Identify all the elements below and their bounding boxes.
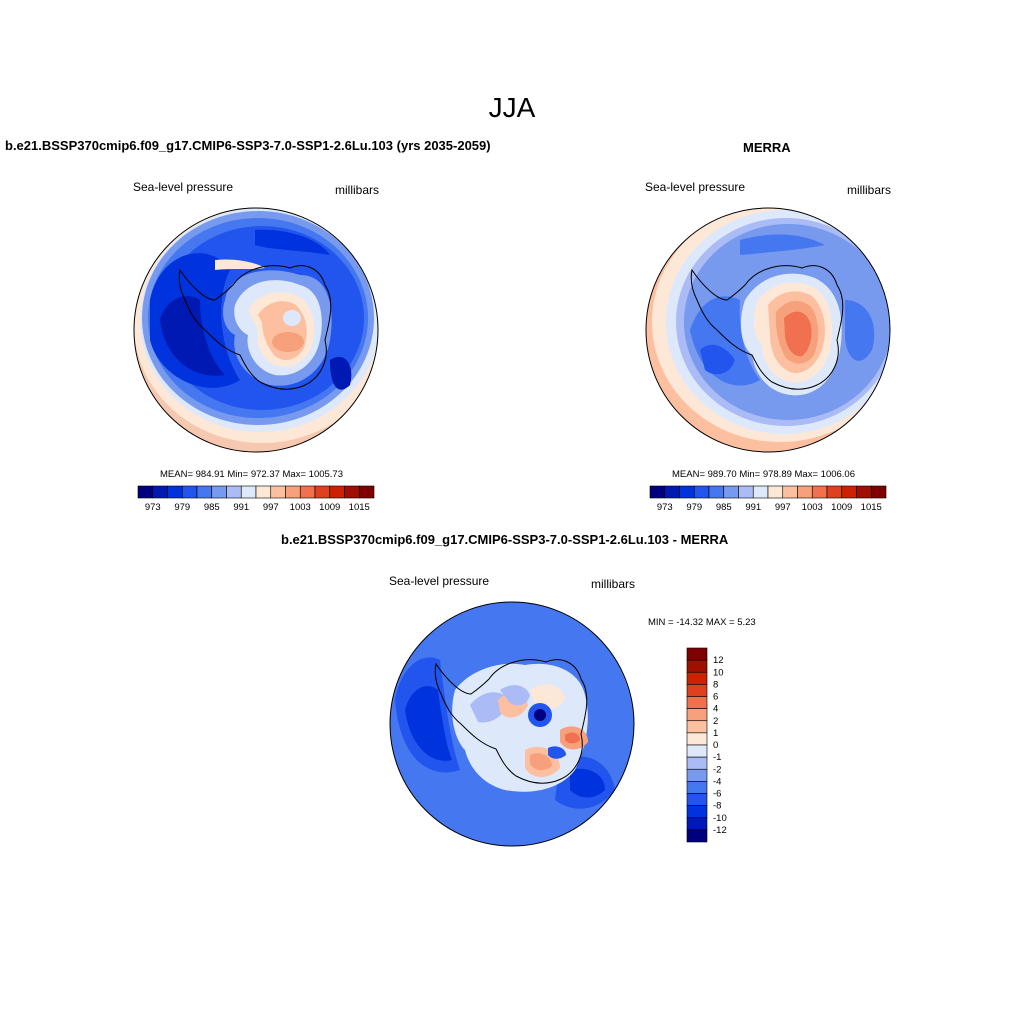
- model-colorbar-swatch: [167, 485, 183, 499]
- model-colorbar-swatch: [314, 485, 331, 499]
- model-colorbar-swatch: [255, 485, 272, 499]
- obs-colorbar-swatch: [708, 485, 725, 499]
- diff-colorbar-swatch: [686, 647, 708, 661]
- diff-colorbar-swatch: [686, 744, 708, 758]
- obs-colorbar-swatch: [826, 485, 843, 499]
- diff-colorbar-swatch: [686, 793, 708, 806]
- diff-colorbar-swatch: [686, 708, 708, 722]
- obs-colorbar-tick-label: 985: [716, 502, 732, 513]
- model-colorbar-swatch: [137, 485, 154, 499]
- diff-colorbar-tick-label: -4: [713, 776, 721, 787]
- obs-colorbar-swatch: [856, 485, 872, 499]
- diff-colorbar-swatch: [686, 732, 708, 746]
- diff-colorbar-tick-label: -2: [713, 764, 721, 775]
- diff-map: [389, 601, 635, 847]
- obs-colorbar-swatch: [723, 485, 739, 499]
- diff-colorbar-tick-label: -6: [713, 789, 721, 800]
- obs-colorbar-swatch: [811, 485, 828, 499]
- diff-colorbar-swatch: [686, 756, 708, 770]
- model-units-label: millibars: [335, 183, 380, 197]
- obs-colorbar-tick-label: 1009: [831, 502, 852, 513]
- obs-colorbar-swatch: [782, 485, 798, 499]
- obs-units-label: millibars: [847, 183, 892, 197]
- diff-colorbar-tick-label: -12: [713, 825, 727, 836]
- model-colorbar: 973 979 985 991 997 1003 1009 1015: [137, 485, 375, 513]
- model-colorbar-swatch: [152, 485, 168, 499]
- model-colorbar-swatch: [358, 485, 375, 499]
- obs-colorbar-tick-label: 991: [745, 502, 761, 513]
- model-map: [133, 207, 379, 453]
- diff-colorbar-swatch: [686, 684, 708, 697]
- model-colorbar-tick-label: 985: [204, 502, 220, 513]
- obs-colorbar-swatch: [664, 485, 680, 499]
- diff-colorbar-tick-label: 2: [713, 716, 718, 727]
- model-colorbar-tick-label: 979: [174, 502, 190, 513]
- obs-colorbar-tick-label: 1003: [802, 502, 823, 513]
- diff-colorbar-tick-label: -1: [713, 752, 721, 763]
- model-colorbar-tick-label: 1009: [319, 502, 340, 513]
- model-colorbar-swatch: [270, 485, 286, 499]
- model-colorbar-swatch: [181, 485, 198, 499]
- obs-colorbar-swatch: [679, 485, 695, 499]
- diff-panel-title: b.e21.BSSP370cmip6.f09_g17.CMIP6-SSP3-7.…: [281, 532, 729, 547]
- obs-colorbar-swatch: [693, 485, 710, 499]
- diff-colorbar-tick-label: 12: [713, 655, 724, 666]
- diff-stats-text: MIN = -14.32 MAX = 5.23: [648, 617, 756, 628]
- obs-colorbar-swatch: [870, 485, 887, 499]
- diff-colorbar-swatch: [686, 671, 708, 685]
- model-colorbar-swatch: [344, 485, 360, 499]
- obs-colorbar-swatch: [649, 485, 666, 499]
- obs-colorbar: 973 979 985 991 997 1003 1009 1015: [649, 485, 887, 513]
- model-colorbar-tick-label: 973: [145, 502, 161, 513]
- diff-colorbar-tick-label: 4: [713, 704, 718, 715]
- diff-colorbar-tick-label: -8: [713, 801, 721, 812]
- diff-colorbar-swatch: [686, 805, 708, 819]
- obs-colorbar-tick-label: 973: [657, 502, 673, 513]
- obs-colorbar-swatch: [738, 485, 754, 499]
- obs-panel-title: MERRA: [743, 140, 791, 155]
- model-colorbar-tick-label: 1015: [349, 502, 370, 513]
- obs-colorbar-tick-label: 997: [775, 502, 791, 513]
- diff-colorbar-tick-label: 6: [713, 692, 718, 703]
- obs-variable-label: Sea-level pressure: [645, 180, 746, 194]
- model-colorbar-swatch: [211, 485, 227, 499]
- diff-colorbar-swatch: [686, 696, 708, 709]
- diff-units-label: millibars: [591, 577, 636, 591]
- diff-colorbar-swatch: [686, 720, 708, 734]
- obs-colorbar-tick-label: 979: [686, 502, 702, 513]
- model-colorbar-swatch: [196, 485, 213, 499]
- obs-colorbar-tick-label: 1015: [861, 502, 882, 513]
- model-colorbar-swatch: [329, 485, 345, 499]
- diff-colorbar-tick-label: 8: [713, 679, 718, 690]
- obs-colorbar-swatch: [752, 485, 769, 499]
- model-variable-label: Sea-level pressure: [133, 180, 234, 194]
- obs-map: [645, 207, 891, 453]
- diff-colorbar-tick-label: 0: [713, 740, 718, 751]
- obs-stats-text: MEAN= 989.70 Min= 978.89 Max= 1006.06: [672, 469, 855, 480]
- model-colorbar-tick-label: 997: [263, 502, 279, 513]
- diff-colorbar-swatch: [686, 768, 708, 782]
- diff-colorbar-swatch: [686, 659, 708, 673]
- diff-colorbar-tick-label: 1: [713, 728, 718, 739]
- figure-title: JJA: [488, 92, 536, 123]
- model-colorbar-swatch: [240, 485, 257, 499]
- diff-colorbar-swatch: [686, 817, 708, 831]
- diff-colorbar-swatch: [686, 829, 708, 843]
- model-colorbar-tick-label: 991: [233, 502, 249, 513]
- model-colorbar-swatch: [226, 485, 242, 499]
- diff-colorbar-tick-label: 10: [713, 667, 724, 678]
- model-stats-text: MEAN= 984.91 Min= 972.37 Max= 1005.73: [160, 469, 343, 480]
- model-colorbar-swatch: [299, 485, 316, 499]
- obs-colorbar-swatch: [767, 485, 784, 499]
- obs-colorbar-swatch: [841, 485, 857, 499]
- model-panel-title: b.e21.BSSP370cmip6.f09_g17.CMIP6-SSP3-7.…: [5, 138, 491, 153]
- diff-variable-label: Sea-level pressure: [389, 574, 490, 588]
- diff-colorbar-swatch: [686, 781, 708, 794]
- model-colorbar-swatch: [285, 485, 301, 499]
- obs-colorbar-swatch: [797, 485, 813, 499]
- model-colorbar-tick-label: 1003: [290, 502, 311, 513]
- diff-colorbar-tick-label: -10: [713, 813, 727, 824]
